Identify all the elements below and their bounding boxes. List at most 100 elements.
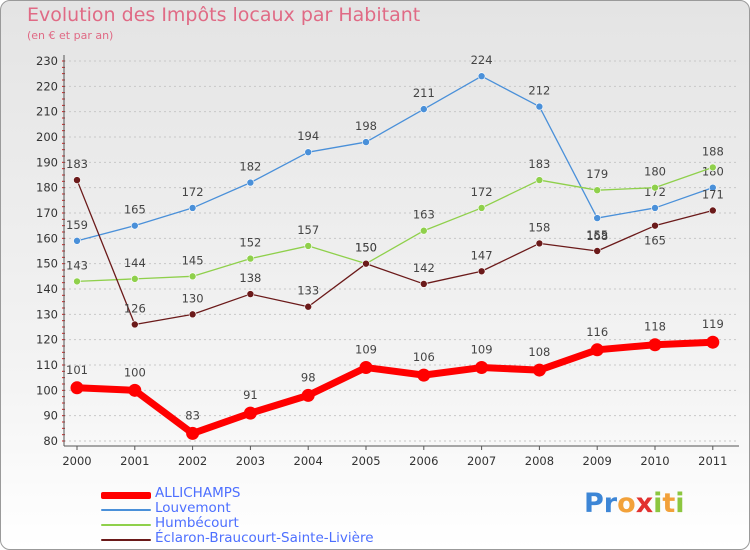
data-point [708, 163, 717, 172]
legend-label: Humbécourt [155, 515, 239, 531]
data-label: 159 [66, 218, 88, 232]
data-label: 172 [182, 185, 204, 199]
data-point [419, 280, 428, 288]
x-tick-label: 2003 [236, 454, 265, 468]
data-label: 180 [702, 165, 724, 179]
data-point [419, 105, 428, 113]
data-point [535, 102, 544, 111]
data-point [651, 183, 659, 192]
data-point [651, 204, 659, 212]
data-point [475, 361, 489, 375]
data-label: 180 [644, 165, 666, 179]
data-label: 150 [355, 241, 377, 255]
y-tick-label: 200 [36, 130, 58, 144]
data-label: 212 [528, 84, 550, 98]
data-label: 211 [413, 86, 435, 100]
y-tick-label: 90 [43, 409, 58, 423]
y-tick-label: 100 [36, 383, 58, 397]
data-point [131, 275, 139, 283]
x-tick-label: 2005 [351, 454, 380, 468]
y-tick-label: 150 [36, 257, 58, 271]
legend-swatch [101, 524, 151, 526]
data-label: 168 [586, 229, 608, 243]
data-point [648, 338, 662, 352]
data-point [131, 221, 139, 230]
y-tick-label: 170 [36, 206, 58, 220]
data-point [419, 226, 428, 235]
data-label: 183 [528, 157, 550, 171]
series-line--claron-braucourt-sainte-livi-re [76, 179, 713, 326]
data-point [535, 176, 544, 184]
proxiti-logo: Proxiti [584, 488, 685, 519]
x-tick-label: 2001 [120, 454, 149, 468]
data-label: 109 [471, 343, 493, 357]
x-tick-label: 2008 [525, 454, 554, 468]
data-label: 198 [355, 119, 377, 133]
data-label: 144 [124, 256, 146, 270]
data-label: 171 [702, 187, 724, 201]
data-point [417, 368, 431, 382]
data-point [188, 272, 197, 281]
data-label: 188 [702, 144, 724, 158]
data-point [362, 259, 370, 268]
legend-swatch [101, 509, 151, 511]
x-tick-label: 2009 [583, 454, 612, 468]
data-label: 158 [528, 220, 550, 234]
data-point [535, 239, 544, 248]
data-label: 101 [66, 363, 88, 377]
data-point [590, 343, 604, 357]
legend-label: ALLICHAMPS [155, 485, 241, 501]
data-label: 150 [355, 241, 377, 255]
y-tick-label: 220 [36, 79, 58, 93]
x-tick-label: 2002 [178, 454, 207, 468]
data-label: 179 [586, 167, 608, 181]
data-label: 116 [586, 325, 608, 339]
data-label: 155 [586, 228, 608, 242]
logo-letter: o [617, 488, 636, 519]
series-line-louvemont [76, 75, 714, 242]
data-label: 126 [124, 301, 146, 315]
logo-letter: t [662, 488, 676, 519]
logo-letter: i [653, 488, 663, 519]
x-tick-label: 2006 [409, 454, 438, 468]
data-point [593, 186, 602, 194]
data-point [73, 176, 81, 184]
data-label: 100 [124, 365, 146, 379]
legend-swatch [101, 491, 151, 499]
data-point [708, 183, 717, 192]
data-point [362, 138, 370, 146]
data-label: 91 [243, 388, 258, 402]
data-point [186, 426, 200, 440]
data-point [593, 247, 602, 255]
x-tick-label: 2010 [640, 454, 669, 468]
legend-label: Louvemont [155, 500, 231, 516]
data-label: 163 [413, 208, 435, 222]
data-label: 165 [644, 234, 666, 248]
data-point [593, 214, 602, 222]
logo-letter: x [635, 488, 654, 519]
x-tick-label: 2000 [62, 454, 91, 468]
data-label: 130 [182, 291, 204, 305]
data-label: 83 [185, 408, 200, 422]
data-label: 118 [644, 320, 666, 334]
y-tick-label: 210 [36, 105, 58, 119]
data-point [532, 363, 546, 377]
data-point [246, 290, 255, 298]
data-point [243, 406, 257, 420]
data-label: 98 [301, 370, 316, 384]
data-point [188, 310, 197, 319]
y-tick-label: 230 [36, 54, 58, 68]
data-label: 147 [471, 248, 493, 262]
y-tick-label: 110 [36, 358, 58, 372]
data-label: 106 [413, 350, 435, 364]
y-tick-label: 180 [36, 181, 58, 195]
data-label: 133 [297, 284, 319, 298]
data-point [359, 361, 373, 375]
logo-letter: r [603, 488, 618, 519]
y-tick-label: 140 [36, 282, 58, 296]
y-tick-label: 190 [36, 155, 58, 169]
logo-letter: i [675, 488, 685, 519]
data-point [131, 320, 139, 329]
data-point [477, 72, 486, 80]
